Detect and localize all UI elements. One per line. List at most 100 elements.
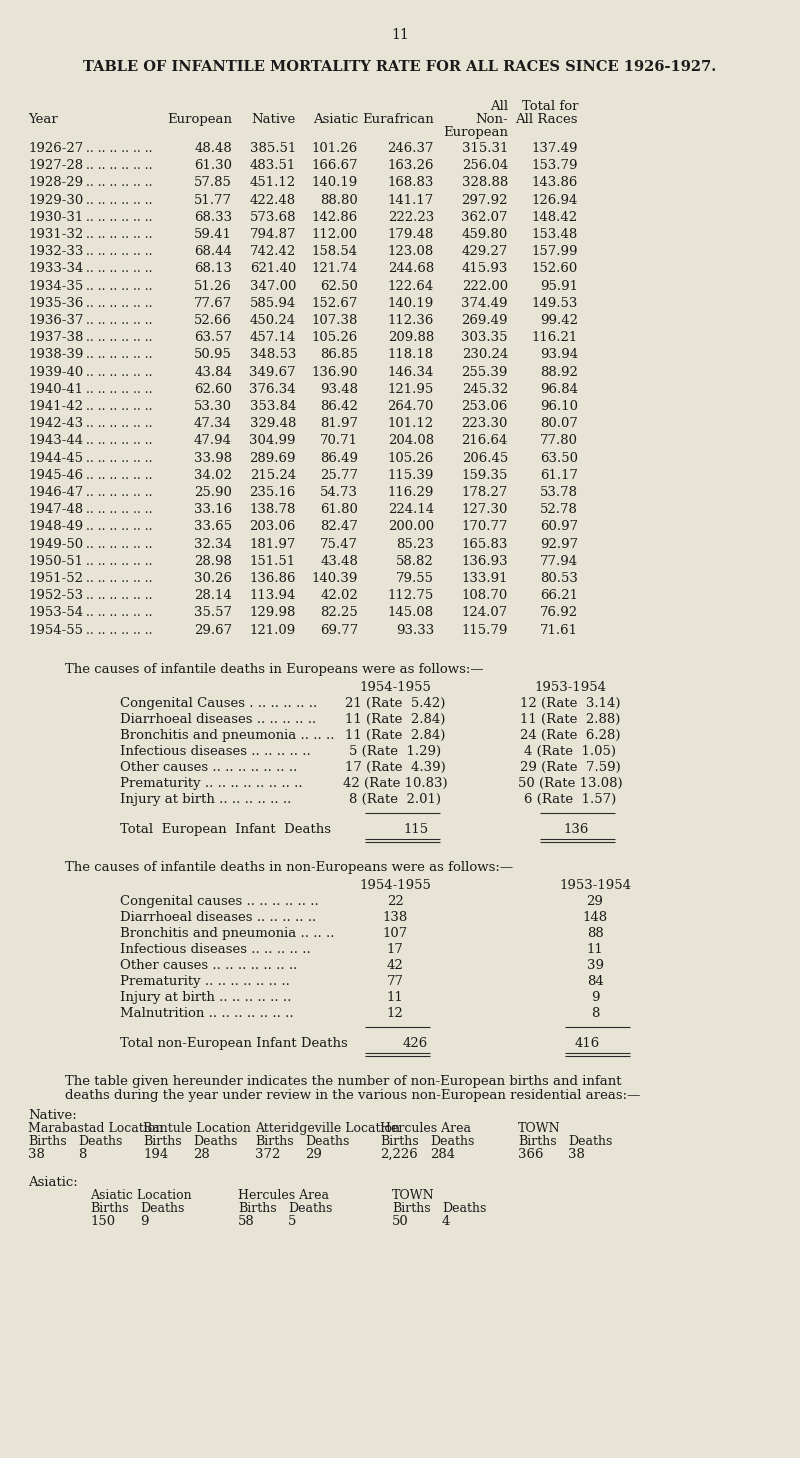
Text: Total non-European Infant Deaths: Total non-European Infant Deaths [120,1037,348,1050]
Text: Year: Year [28,114,58,125]
Text: deaths during the year under review in the various non-European residential area: deaths during the year under review in t… [65,1089,640,1102]
Text: 158.54: 158.54 [312,245,358,258]
Text: 80.07: 80.07 [540,417,578,430]
Text: 255.39: 255.39 [462,366,508,379]
Text: 329.48: 329.48 [250,417,296,430]
Text: 107.38: 107.38 [312,313,358,327]
Text: 348.53: 348.53 [250,348,296,362]
Text: 39: 39 [586,959,603,972]
Text: 68.33: 68.33 [194,211,232,223]
Text: .. .. .. .. .. ..: .. .. .. .. .. .. [82,452,153,465]
Text: .. .. .. .. .. ..: .. .. .. .. .. .. [82,297,153,309]
Text: 93.94: 93.94 [540,348,578,362]
Text: Marabastad Location: Marabastad Location [28,1121,163,1134]
Text: 1935-36: 1935-36 [28,297,83,309]
Text: 77.80: 77.80 [540,434,578,448]
Text: 264.70: 264.70 [388,399,434,413]
Text: 235.16: 235.16 [250,486,296,499]
Text: 223.30: 223.30 [462,417,508,430]
Text: 149.53: 149.53 [532,297,578,309]
Text: All Races: All Races [515,114,578,125]
Text: 68.44: 68.44 [194,245,232,258]
Text: 68.13: 68.13 [194,262,232,276]
Text: .. .. .. .. .. ..: .. .. .. .. .. .. [82,383,153,395]
Text: 349.67: 349.67 [250,366,296,379]
Text: 1933-34: 1933-34 [28,262,83,276]
Text: 1954-1955: 1954-1955 [359,681,431,694]
Text: 140.19: 140.19 [312,176,358,190]
Text: 48.48: 48.48 [194,141,232,155]
Text: Other causes .. .. .. .. .. .. ..: Other causes .. .. .. .. .. .. .. [120,761,298,774]
Text: 297.92: 297.92 [462,194,508,207]
Text: 146.34: 146.34 [388,366,434,379]
Text: 246.37: 246.37 [387,141,434,155]
Text: 50.95: 50.95 [194,348,232,362]
Text: 96.84: 96.84 [540,383,578,395]
Text: .. .. .. .. .. ..: .. .. .. .. .. .. [82,313,153,327]
Text: 222.23: 222.23 [388,211,434,223]
Text: 123.08: 123.08 [388,245,434,258]
Text: 28: 28 [193,1147,210,1161]
Text: 76.92: 76.92 [540,607,578,620]
Text: 1950-51: 1950-51 [28,555,83,567]
Text: 459.80: 459.80 [462,227,508,241]
Text: 124.07: 124.07 [462,607,508,620]
Text: 415.93: 415.93 [462,262,508,276]
Text: 1938-39: 1938-39 [28,348,83,362]
Text: 140.19: 140.19 [388,297,434,309]
Text: 63.57: 63.57 [194,331,232,344]
Text: 43.84: 43.84 [194,366,232,379]
Text: 79.55: 79.55 [396,572,434,585]
Text: The table given hereunder indicates the number of non-European births and infant: The table given hereunder indicates the … [65,1075,622,1088]
Text: 1952-53: 1952-53 [28,589,83,602]
Text: 1932-33: 1932-33 [28,245,83,258]
Text: The causes of infantile deaths in Europeans were as follows:—: The causes of infantile deaths in Europe… [65,663,484,677]
Text: .. .. .. .. .. ..: .. .. .. .. .. .. [82,331,153,344]
Text: 347.00: 347.00 [250,280,296,293]
Text: 1939-40: 1939-40 [28,366,83,379]
Text: 112.36: 112.36 [388,313,434,327]
Text: 116.29: 116.29 [388,486,434,499]
Text: 256.04: 256.04 [462,159,508,172]
Text: 12 (Rate  3.14): 12 (Rate 3.14) [520,697,620,710]
Text: 1945-46: 1945-46 [28,469,83,481]
Text: Infectious diseases .. .. .. .. ..: Infectious diseases .. .. .. .. .. [120,745,310,758]
Text: 57.85: 57.85 [194,176,232,190]
Text: .. .. .. .. .. ..: .. .. .. .. .. .. [82,417,153,430]
Text: Malnutrition .. .. .. .. .. .. ..: Malnutrition .. .. .. .. .. .. .. [120,1007,294,1019]
Text: 121.09: 121.09 [250,624,296,637]
Text: 5 (Rate  1.29): 5 (Rate 1.29) [349,745,441,758]
Text: .. .. .. .. .. ..: .. .. .. .. .. .. [82,176,153,190]
Text: Births: Births [143,1134,182,1147]
Text: 35.57: 35.57 [194,607,232,620]
Text: Deaths: Deaths [305,1134,350,1147]
Text: Hercules Area: Hercules Area [238,1188,329,1201]
Text: 50: 50 [392,1215,409,1228]
Text: 11: 11 [391,28,409,42]
Text: 33.65: 33.65 [194,521,232,534]
Text: 71.61: 71.61 [540,624,578,637]
Text: 153.79: 153.79 [531,159,578,172]
Text: 63.50: 63.50 [540,452,578,465]
Text: 133.91: 133.91 [462,572,508,585]
Text: Native:: Native: [28,1108,77,1121]
Text: 86.49: 86.49 [320,452,358,465]
Text: 1943-44: 1943-44 [28,434,83,448]
Text: 84: 84 [586,975,603,989]
Text: 1934-35: 1934-35 [28,280,83,293]
Text: Hercules Area: Hercules Area [380,1121,471,1134]
Text: 1942-43: 1942-43 [28,417,83,430]
Text: 47.94: 47.94 [194,434,232,448]
Text: Births: Births [255,1134,294,1147]
Text: 137.49: 137.49 [531,141,578,155]
Text: 28.14: 28.14 [194,589,232,602]
Text: 129.98: 129.98 [250,607,296,620]
Text: 77: 77 [386,975,403,989]
Text: 50 (Rate 13.08): 50 (Rate 13.08) [518,777,622,790]
Text: TOWN: TOWN [392,1188,434,1201]
Text: Births: Births [518,1134,557,1147]
Text: 1928-29: 1928-29 [28,176,83,190]
Text: 9: 9 [590,991,599,1003]
Text: 194: 194 [143,1147,168,1161]
Text: 30.26: 30.26 [194,572,232,585]
